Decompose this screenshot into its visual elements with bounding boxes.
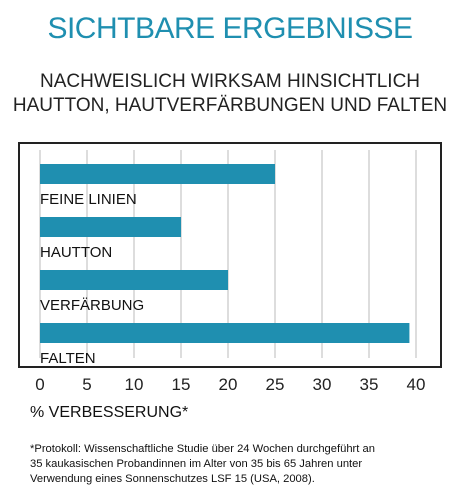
subtitle-line-1: NACHWEISLICH WIRKSAM HINSICHTLICH bbox=[39, 71, 421, 92]
category-label: FEINE LINIEN bbox=[40, 191, 137, 208]
x-tick-label: 0 bbox=[35, 375, 44, 394]
category-label: VERFÄRBUNG bbox=[40, 297, 144, 314]
x-tick-label: 25 bbox=[266, 375, 285, 394]
footnote-line-2: 35 kaukasischen Probandinnen im Alter vo… bbox=[30, 458, 363, 470]
x-tick-label: 10 bbox=[125, 375, 144, 394]
footnote: *Protokoll: Wissenschaftliche Studie übe… bbox=[30, 442, 445, 487]
subtitle-line-2: HAUTTON, HAUTVERFÄRBUNGEN UND FALTEN bbox=[12, 95, 448, 116]
bar bbox=[40, 323, 410, 343]
category-label: FALTEN bbox=[40, 350, 96, 367]
x-tick-label: 35 bbox=[360, 375, 379, 394]
x-tick-label: 30 bbox=[313, 375, 332, 394]
x-axis-label: % VERBESSERUNG* bbox=[30, 404, 189, 421]
chart-frame bbox=[18, 142, 442, 368]
x-tick-label: 40 bbox=[407, 375, 426, 394]
bar bbox=[40, 217, 181, 237]
x-tick-label: 20 bbox=[219, 375, 238, 394]
bar bbox=[40, 270, 228, 290]
bar-chart: FEINE LINIEN HAUTTON VERFÄRBUNG FALTEN 0 5 10 1… bbox=[18, 142, 442, 396]
bar bbox=[40, 164, 275, 184]
x-tick-label: 15 bbox=[172, 375, 191, 394]
bar-chart-svg: FEINE LINIEN HAUTTON VERFÄRBUNG FALTEN 0 5 10 1… bbox=[18, 142, 442, 394]
page-title: SICHTBARE ERGEBNISSE bbox=[47, 12, 413, 45]
footnote-line-1: *Protokoll: Wissenschaftliche Studie übe… bbox=[30, 443, 375, 455]
x-tick-label: 5 bbox=[82, 375, 91, 394]
page-subtitle: NACHWEISLICH WIRKSAM HINSICHTLICH HAUTTO… bbox=[0, 70, 460, 118]
footnote-line-3: Verwendung eines Sonnenschutzes LSF 15 (… bbox=[30, 473, 315, 485]
category-label: HAUTTON bbox=[40, 244, 112, 261]
